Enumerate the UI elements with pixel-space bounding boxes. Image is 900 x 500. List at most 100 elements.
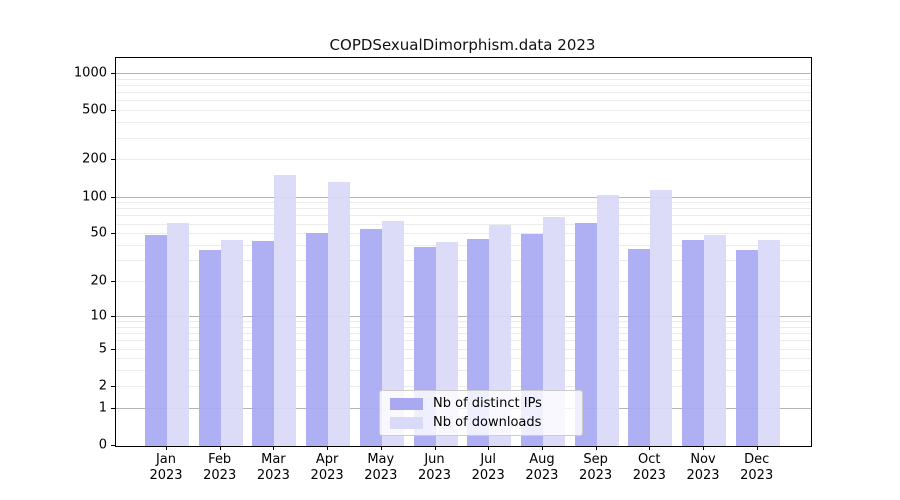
y-tick-mark (111, 385, 115, 387)
y-tick-label-1000: 1000 (73, 65, 107, 81)
gridline-9 (116, 321, 811, 322)
x-tick-mark (166, 446, 167, 450)
gridline-700 (116, 92, 811, 94)
bar-distinct-ips-may (359, 229, 382, 446)
bar-downloads-jan (167, 222, 189, 446)
bar-downloads-aug (542, 217, 565, 446)
bar-distinct-ips-feb (198, 250, 221, 446)
gridline-7 (116, 333, 811, 334)
gridline-4 (116, 358, 811, 360)
chart-title: COPDSexualDimorphism.data 2023 (329, 36, 596, 54)
x-tick-mark (541, 446, 543, 450)
gridline-500 (116, 110, 811, 112)
x-tick-mark (595, 446, 597, 450)
bar-distinct-ips-nov (682, 239, 704, 446)
y-tick-mark (111, 159, 115, 161)
bar-downloads-nov (704, 235, 726, 446)
bar-downloads-oct (650, 189, 673, 446)
x-tick-label-feb: Feb 2023 (203, 452, 237, 483)
gridline-900 (116, 78, 811, 80)
x-tick-label-jan: Jan 2023 (149, 452, 183, 483)
y-tick-mark (111, 281, 115, 282)
gridline-6 (116, 340, 811, 342)
x-tick-label-dec: Dec 2023 (740, 452, 774, 483)
bar-downloads-sep (596, 194, 619, 446)
y-tick-label-0: 0 (98, 437, 107, 453)
y-tick-label-5: 5 (98, 341, 107, 356)
y-tick-mark (111, 445, 115, 446)
gridline-2 (116, 385, 811, 387)
x-tick-label-may: May 2023 (364, 452, 398, 483)
y-tick-label-20: 20 (90, 273, 107, 289)
x-tick-mark (380, 446, 382, 450)
y-tick-label-100: 100 (82, 189, 107, 204)
legend-label-distinct-ips: Nb of distinct IPs (433, 396, 542, 411)
plot-area: Nb of distinct IPs Nb of downloads (115, 57, 812, 447)
gridline-80 (116, 208, 811, 210)
x-tick-label-mar: Mar 2023 (256, 452, 290, 483)
x-tick-label-apr: Apr 2023 (310, 452, 344, 483)
y-tick-mark (111, 315, 115, 317)
x-tick-label-aug: Aug 2023 (525, 452, 559, 483)
y-tick-mark (111, 72, 115, 74)
legend-swatch-distinct-ips (390, 397, 423, 410)
gridline-800 (116, 84, 811, 86)
gridline-20 (116, 281, 811, 282)
gridline-100 (116, 196, 811, 198)
y-tick-mark (111, 233, 115, 235)
legend-item-distinct-ips: Nb of distinct IPs (380, 396, 582, 411)
bar-downloads-feb (220, 239, 243, 446)
gridline-300 (116, 137, 811, 139)
x-tick-mark (327, 446, 329, 450)
bar-downloads-mar (274, 175, 297, 446)
gridline-40 (116, 245, 811, 246)
bar-distinct-ips-mar (252, 241, 275, 446)
gridline-5 (116, 348, 811, 350)
bar-distinct-ips-oct (628, 248, 651, 446)
gridline-60 (116, 223, 811, 225)
gridline-200 (116, 159, 811, 161)
x-tick-mark (273, 446, 275, 450)
y-tick-mark (111, 407, 115, 409)
gridline-600 (116, 100, 811, 102)
x-tick-label-jun: Jun 2023 (417, 452, 452, 483)
y-tick-label-200: 200 (82, 151, 107, 167)
x-tick-label-sep: Sep 2023 (579, 452, 613, 483)
gridline-30 (116, 260, 811, 262)
gridline-3 (116, 370, 811, 372)
x-tick-mark (434, 446, 436, 450)
bar-distinct-ips-jan (145, 235, 167, 446)
y-tick-label-10: 10 (90, 308, 107, 324)
legend: Nb of distinct IPs Nb of downloads (379, 390, 583, 436)
y-tick-mark (111, 110, 115, 112)
legend-label-downloads: Nb of downloads (433, 415, 542, 430)
x-tick-mark (649, 446, 651, 450)
y-tick-label-50: 50 (90, 225, 107, 241)
x-tick-mark (488, 446, 490, 450)
y-tick-label-2: 2 (98, 378, 107, 394)
gridline-1000 (116, 72, 811, 74)
bar-distinct-ips-dec (735, 250, 758, 446)
x-tick-mark (756, 446, 758, 450)
x-tick-mark (703, 446, 704, 450)
y-tick-mark (111, 196, 115, 198)
y-tick-label-1: 1 (98, 400, 107, 416)
bar-downloads-dec (757, 239, 780, 446)
bar-downloads-apr (328, 182, 351, 446)
bar-downloads-may (381, 221, 404, 446)
bar-distinct-ips-apr (306, 233, 329, 446)
x-tick-mark (219, 446, 221, 450)
gridline-10 (116, 315, 811, 317)
y-tick-label-500: 500 (82, 102, 107, 118)
legend-swatch-downloads (390, 416, 423, 429)
x-tick-label-nov: Nov 2023 (686, 452, 720, 483)
legend-item-downloads: Nb of downloads (380, 415, 582, 430)
x-tick-label-oct: Oct 2023 (632, 452, 666, 483)
gridline-70 (116, 215, 811, 217)
gridline-50 (116, 233, 811, 235)
x-tick-label-jul: Jul 2023 (471, 452, 505, 483)
y-tick-mark (111, 348, 115, 350)
gridline-400 (116, 122, 811, 124)
gridline-90 (116, 202, 811, 204)
